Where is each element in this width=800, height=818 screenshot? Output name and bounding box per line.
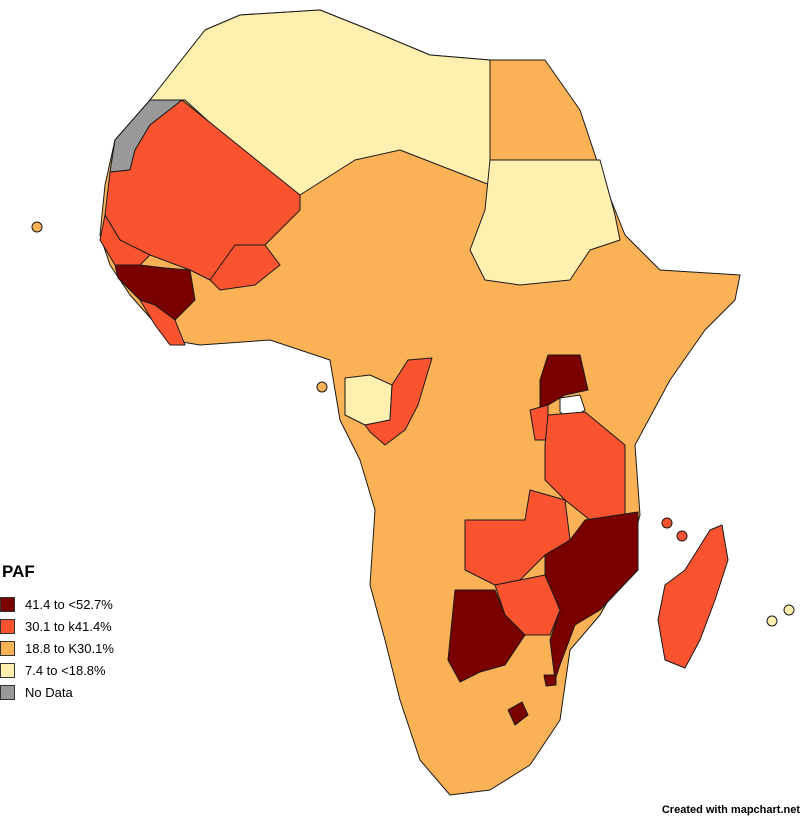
island-cape-verde bbox=[31, 221, 43, 233]
island-reunion bbox=[766, 615, 778, 627]
legend-label: 7.4 to <18.8% bbox=[25, 662, 106, 678]
legend-item: 18.8 to K30.1% bbox=[0, 637, 114, 659]
region-botswana bbox=[447, 589, 526, 683]
legend: PAF 41.4 to <52.7% 30.1 to k41.4% 18.8 t… bbox=[0, 562, 114, 703]
region-sudan-light bbox=[469, 159, 621, 286]
legend-swatch bbox=[0, 684, 15, 700]
legend-item: 41.4 to <52.7% bbox=[0, 593, 114, 615]
credit-text: Created with mapchart.net bbox=[661, 804, 800, 816]
region-uganda bbox=[539, 354, 589, 411]
region-congo bbox=[364, 357, 433, 446]
island-mauritius bbox=[783, 604, 795, 616]
legend-item: 7.4 to <18.8% bbox=[0, 659, 114, 681]
legend-label: 41.4 to <52.7% bbox=[25, 596, 113, 612]
island-sao-tome bbox=[316, 381, 328, 393]
legend-swatch bbox=[0, 662, 15, 678]
island-comoros-1 bbox=[661, 517, 673, 529]
region-lesotho bbox=[507, 701, 529, 726]
region-guinea bbox=[114, 264, 196, 321]
island-comoros-2 bbox=[676, 530, 688, 542]
legend-swatch bbox=[0, 618, 15, 634]
legend-item: 30.1 to k41.4% bbox=[0, 615, 114, 637]
region-liberia bbox=[139, 299, 186, 346]
region-eswatini bbox=[543, 674, 557, 687]
legend-swatch bbox=[0, 596, 15, 612]
legend-label: No Data bbox=[25, 684, 73, 700]
legend-label: 18.8 to K30.1% bbox=[25, 640, 114, 656]
region-gabon-light bbox=[344, 374, 393, 426]
region-burkina bbox=[209, 244, 281, 291]
legend-label: 30.1 to k41.4% bbox=[25, 618, 112, 634]
legend-item: No Data bbox=[0, 681, 114, 703]
legend-title: PAF bbox=[2, 562, 35, 581]
region-madagascar bbox=[657, 524, 729, 669]
legend-swatch bbox=[0, 640, 15, 656]
